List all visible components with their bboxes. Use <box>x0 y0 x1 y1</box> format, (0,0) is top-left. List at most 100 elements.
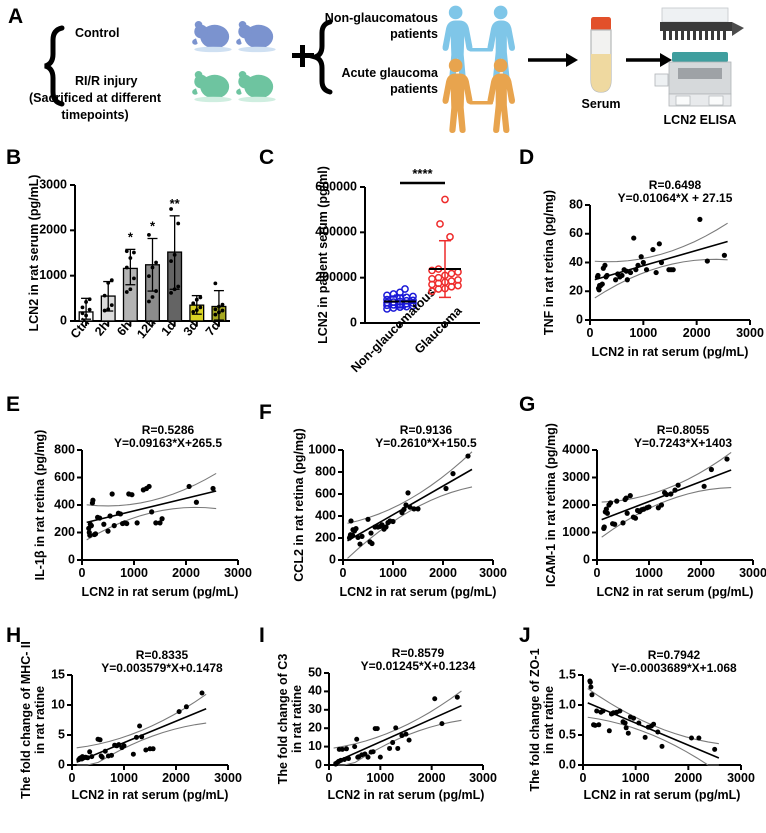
data-point <box>624 277 630 283</box>
panel-j-label: J <box>519 624 531 647</box>
y-tick-label: 600 <box>315 486 336 500</box>
data-point <box>664 491 670 498</box>
data-point <box>668 491 674 497</box>
data-point <box>89 754 95 760</box>
data-point <box>128 287 133 292</box>
y-tick-label: 600 <box>54 470 75 484</box>
data-point <box>622 720 628 726</box>
y-axis-title-line1: The fold change of C3 <box>276 654 290 785</box>
data-point-Non-glaucomatous <box>401 285 409 293</box>
y-tick-label: 5 <box>58 727 65 741</box>
data-point <box>352 744 358 750</box>
correlation-label: R=0.8335 <box>136 648 189 662</box>
panel-b-bar-chart: B 0 1000 2000 3000 Ctrl 2h * 6h * 12h ** 1d 3d 7d LCN2… <box>0 145 255 385</box>
panel-f-canvas: 0 200 400 600 800 1000 0 1000 2000 3000 R=0.9136Y=… <box>292 423 507 599</box>
data-point <box>150 265 155 270</box>
panel-a-schematic: A <box>0 0 766 145</box>
data-point <box>651 721 657 727</box>
data-point <box>640 259 646 266</box>
data-point <box>159 516 165 522</box>
data-point <box>612 521 618 527</box>
plus-icon <box>292 45 314 67</box>
y-tick-label: 4000 <box>562 442 590 456</box>
data-point <box>109 303 114 308</box>
data-point <box>599 281 605 287</box>
y-tick-label: 400 <box>54 497 75 511</box>
data-point <box>109 491 115 497</box>
data-point <box>87 297 92 302</box>
x-axis-title: LCN2 in rat serum (pg/mL) <box>592 345 749 359</box>
data-point <box>708 466 714 473</box>
data-point <box>646 504 652 510</box>
data-point <box>624 510 630 516</box>
panel-a-canvas: Control RI/R injury (Sacrificed at diffe… <box>29 5 744 134</box>
nonglaucomatous-label-2: patients <box>390 27 438 41</box>
patients-glaucoma-icon <box>442 58 515 134</box>
data-point <box>97 515 103 521</box>
data-point <box>377 754 383 760</box>
data-point <box>625 730 631 736</box>
y-tick-label: 0 <box>576 312 583 326</box>
data-point-Non-glaucomatous <box>409 292 417 301</box>
panel-a-label: A <box>8 5 24 28</box>
y-tick-label: 200000 <box>315 270 357 284</box>
data-point <box>217 304 221 309</box>
data-point <box>198 305 203 310</box>
data-point <box>604 510 610 516</box>
y-tick-label: 20 <box>308 720 322 734</box>
data-point <box>194 308 199 313</box>
data-point <box>619 272 625 279</box>
data-point <box>432 696 438 702</box>
data-point <box>712 746 718 752</box>
panel-e-label: E <box>6 393 21 416</box>
injury-sub1: (Sacrificed at different <box>29 91 162 105</box>
data-point <box>101 521 107 527</box>
data-point <box>636 720 642 726</box>
data-point <box>721 252 727 258</box>
y-tick-label: 0 <box>58 757 65 771</box>
x-tick-label: 0 <box>326 771 333 785</box>
data-point-Non-glaucomatous <box>409 296 417 305</box>
y-tick-label: 15 <box>51 667 65 681</box>
y-tick-label: 80 <box>569 197 583 211</box>
x-tick-label: 3000 <box>727 771 755 785</box>
data-point <box>80 305 85 310</box>
regression-line <box>86 490 217 524</box>
data-point <box>587 679 593 685</box>
data-point <box>87 532 93 538</box>
data-point <box>97 737 103 743</box>
x-tick-label: 1000 <box>366 771 394 785</box>
elisa-reader-icon <box>654 52 732 107</box>
data-point <box>133 734 139 740</box>
x-axis-title: LCN2 in rat serum (pg/mL) <box>340 585 497 599</box>
correlation-label: R=0.7942 <box>648 648 701 662</box>
correlation-label: R=0.8579 <box>392 646 445 660</box>
panel-h-label: H <box>6 624 22 647</box>
data-point <box>395 745 401 751</box>
data-point <box>696 735 702 741</box>
data-point <box>365 516 371 522</box>
data-point <box>348 518 354 524</box>
data-point <box>602 262 608 268</box>
data-point <box>124 249 129 254</box>
y-tick-label: 400 <box>315 508 336 522</box>
y-tick-label: 600000 <box>315 179 357 193</box>
data-point <box>146 483 152 490</box>
x-tick-label: 0 <box>79 566 86 580</box>
x-tick-label: 2000 <box>162 771 190 785</box>
panel-h-canvas: 0 5 10 15 0 1000 2000 3000 R=0.8335Y=0.003579*X+… <box>19 641 242 802</box>
y-tick-label: 800 <box>315 464 336 478</box>
significance-marker: **** <box>412 166 433 181</box>
data-point <box>633 267 639 273</box>
panel-j-canvas: 0.0 0.5 1.0 1.5 0 1000 2000 3000 R=0.7942Y=-0.00… <box>528 648 755 802</box>
y-tick-label: 10 <box>308 739 322 753</box>
data-point <box>399 733 405 739</box>
data-point <box>701 483 707 489</box>
data-point <box>341 756 347 762</box>
data-point <box>627 493 633 499</box>
data-point <box>143 747 149 753</box>
data-point <box>88 523 94 529</box>
data-point <box>116 742 122 748</box>
regression-equation-label: Y=0.7243*X+1403 <box>634 436 732 450</box>
